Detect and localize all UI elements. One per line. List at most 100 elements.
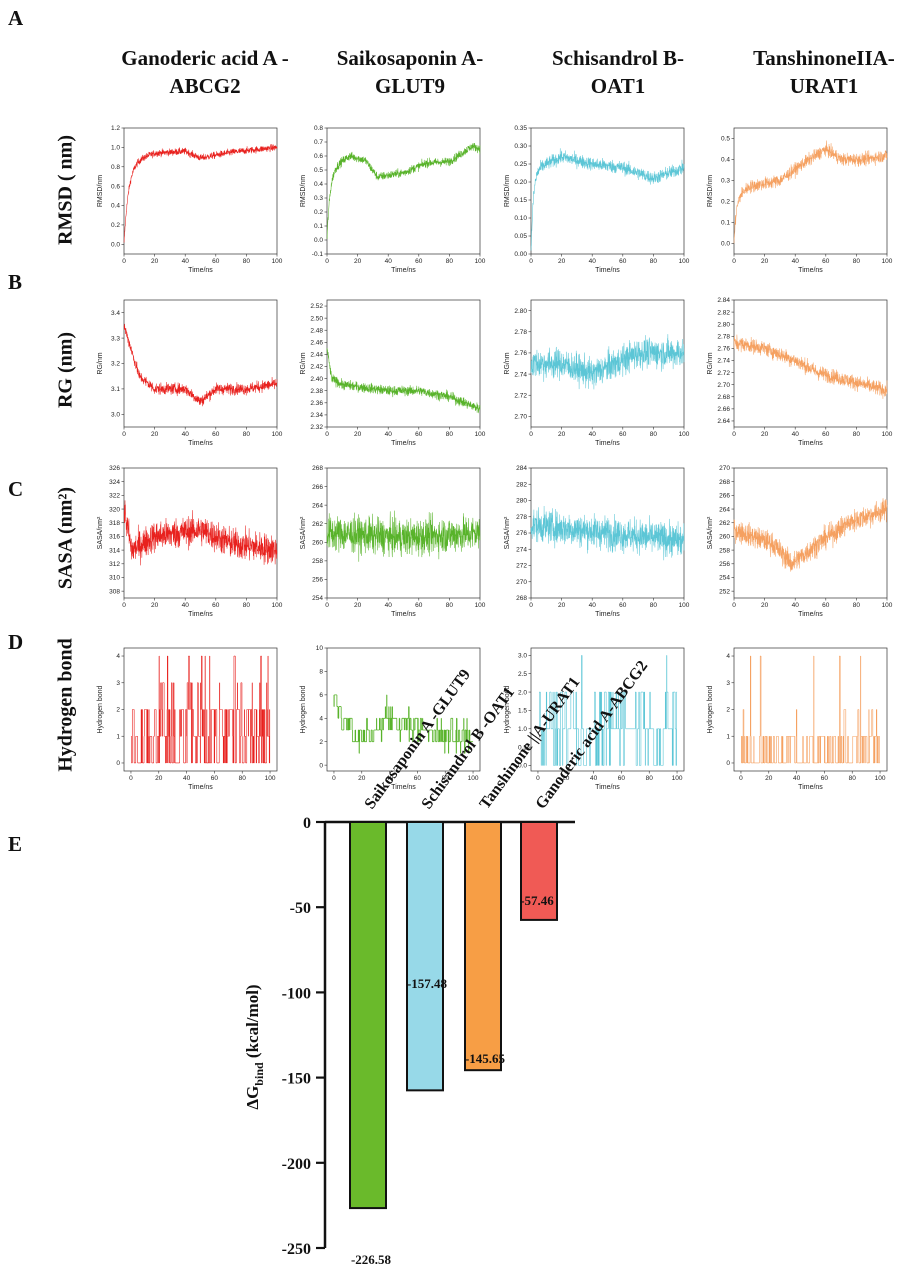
x-tick-label: 0 [122, 258, 126, 265]
y-tick-label: 1.5 [518, 708, 527, 715]
x-tick-label: 100 [475, 258, 486, 265]
x-tick-label: 80 [243, 258, 251, 265]
y-tick-label: 0.2 [721, 199, 730, 206]
y-tick-label: 1.2 [111, 125, 120, 132]
y-axis-label: RG/nm [97, 352, 104, 374]
bar-value-label: -226.58 [351, 1252, 392, 1265]
x-tick-label: 40 [182, 602, 190, 609]
y-tick-label: 2.76 [514, 350, 527, 357]
x-tick-label: 20 [151, 602, 159, 609]
y-tick-label: 2.72 [514, 392, 527, 399]
x-tick-label: 100 [272, 431, 283, 438]
y-tick-label: -150 [282, 1071, 311, 1088]
y-tick-label: 318 [109, 520, 120, 527]
x-tick-label: 0 [325, 431, 329, 438]
y-tick-label: 2.74 [514, 371, 527, 378]
series-steps [537, 655, 678, 766]
x-axis-label: Time/ns [391, 440, 416, 447]
series-line [326, 347, 481, 414]
y-tick-label: 2.70 [514, 414, 527, 421]
y-axis-label: Hydrogen bond [707, 685, 714, 733]
x-tick-label: 100 [265, 775, 276, 782]
y-tick-label: 2.64 [717, 418, 730, 425]
y-tick-label: 326 [109, 465, 120, 472]
panel-letter-d: D [8, 630, 24, 654]
column-title-saikosaponin: Saikosaponin A- GLUT9 [336, 46, 484, 98]
y-tick-label: 2.74 [717, 358, 730, 365]
plot-rg-schisandrol: 0 20 40 60 80 100 Time/ns 2.70 2.72 2.74 2.76 2.78 2… [504, 299, 690, 447]
x-tick-label: 40 [589, 258, 597, 265]
y-tick-label: 6 [319, 692, 323, 699]
plot-rg-saikosaponin: 0 20 40 60 80 100 Time/ns 2.32 2.34 2.36 2.38 2.40 2… [300, 299, 486, 447]
y-axis-label: RG/nm [300, 352, 307, 374]
x-tick-label: 60 [212, 602, 220, 609]
plot-frame [326, 299, 481, 428]
plot-frame [530, 647, 685, 772]
y-tick-label: 0.8 [111, 164, 120, 171]
x-tick-label: 0 [122, 602, 126, 609]
y-tick-label: 320 [109, 506, 120, 513]
x-tick-label: 0 [325, 602, 329, 609]
plot-frame [123, 127, 278, 255]
y-tick-label: 0.1 [314, 223, 323, 230]
plot-rg-ganoderic: 0 20 40 60 80 100 Time/ns 3.0 3.1 3.2 3.3 3.4 RG/nm [97, 299, 283, 447]
x-tick-label: 60 [821, 775, 829, 782]
x-tick-label: 100 [882, 602, 893, 609]
x-tick-label: 60 [619, 258, 627, 265]
x-tick-label: 40 [792, 258, 800, 265]
x-tick-label: 100 [679, 258, 690, 265]
x-tick-label: 40 [590, 775, 598, 782]
y-tick-label: 258 [719, 547, 730, 554]
x-tick-label: 40 [182, 431, 190, 438]
x-axis-label: Time/ns [798, 267, 823, 274]
y-tick-label: 0 [726, 760, 730, 767]
y-tick-label: 264 [312, 502, 323, 509]
x-tick-label: 60 [822, 258, 830, 265]
y-tick-label: 1.0 [518, 726, 527, 733]
x-tick-label: 80 [650, 431, 658, 438]
y-tick-label: 2.5 [518, 671, 527, 678]
x-tick-label: 100 [272, 602, 283, 609]
y-tick-label: 0.0 [314, 237, 323, 244]
x-tick-label: 60 [414, 775, 422, 782]
plot-frame [530, 299, 685, 428]
x-tick-label: 40 [589, 431, 597, 438]
y-axis-label: SASA/nm² [504, 516, 511, 549]
x-tick-label: 20 [558, 258, 566, 265]
y-tick-label: 0.20 [514, 179, 527, 186]
y-tick-label: 2.80 [514, 308, 527, 315]
series-line [733, 334, 888, 399]
plot-sasa-schisandrol: 0 20 40 60 80 100 Time/ns 268 270 272 274 276 278 280… [504, 465, 690, 618]
x-tick-label: 80 [243, 602, 251, 609]
y-tick-label: 0.0 [111, 242, 120, 249]
y-tick-label: 0.5 [721, 136, 730, 143]
series-line [123, 500, 278, 566]
y-tick-label: 2.46 [310, 340, 323, 347]
x-tick-label: 60 [211, 775, 219, 782]
y-tick-label: 0.8 [314, 125, 323, 132]
x-tick-label: 60 [619, 431, 627, 438]
x-tick-label: 40 [792, 602, 800, 609]
x-tick-label: 100 [875, 775, 886, 782]
y-tick-label: 2 [319, 739, 323, 746]
y-tick-label: -100 [282, 985, 311, 1002]
plot-sasa-ganoderic: 0 20 40 60 80 100 Time/ns 308 310 312 314 316 318 320… [97, 465, 283, 618]
x-tick-label: 80 [239, 775, 247, 782]
y-tick-label: 0.05 [514, 233, 527, 240]
y-tick-label: 0.00 [514, 251, 527, 258]
x-tick-label: 20 [562, 775, 570, 782]
plot-hbond-saikosaponin: 0 20 40 60 80 100 Time/ns 0 2 4 6 8 10 Hydrogen bond [300, 645, 481, 791]
plot-hbond-schisandrol: 0 20 40 60 80 100 Time/ns 0.0 0.5 1.0 1.5 2.0 2.5 3.0… [504, 647, 685, 791]
bar-0 [349, 821, 387, 1210]
y-tick-label: 0 [116, 760, 120, 767]
x-tick-label: 60 [822, 602, 830, 609]
x-tick-label: 60 [212, 258, 220, 265]
x-axis-label: Time/ns [188, 611, 213, 618]
panel-letter-a: A [8, 6, 24, 30]
series-line [123, 143, 278, 243]
y-tick-label: 1 [726, 733, 730, 740]
x-tick-label: 0 [325, 258, 329, 265]
x-tick-label: 80 [650, 602, 658, 609]
y-tick-label: 2.72 [717, 370, 730, 377]
